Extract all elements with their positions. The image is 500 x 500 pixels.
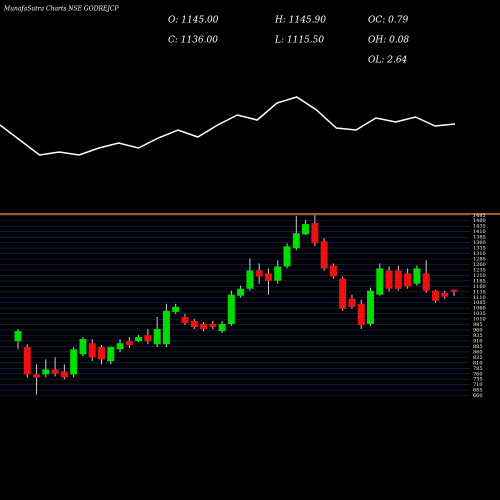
y-tick-label: 1185 <box>473 278 486 284</box>
candle-body <box>14 331 22 342</box>
chart-title: MunafaSutra Charts NSE GODREJCP <box>3 6 119 13</box>
candle-body <box>107 347 115 362</box>
y-tick-label: 1010 <box>473 317 486 323</box>
candle-body <box>51 369 59 374</box>
candle-body <box>172 306 180 312</box>
y-tick-label: 1260 <box>473 262 486 268</box>
y-tick-label: 1160 <box>473 284 486 290</box>
candle-body <box>209 323 217 327</box>
candle-body <box>339 278 347 309</box>
candle-body <box>88 343 96 358</box>
candle-body <box>181 316 189 324</box>
candle-body <box>246 270 254 289</box>
candle-body <box>413 268 421 284</box>
y-tick-label: 1410 <box>473 229 486 235</box>
y-tick-label: 835 <box>473 355 483 361</box>
candle-body <box>97 347 105 360</box>
y-tick-label: 960 <box>473 328 483 334</box>
y-tick-label: 1485 <box>473 213 486 219</box>
y-tick-label: 1310 <box>473 251 486 257</box>
y-tick-label: 810 <box>473 360 483 366</box>
candle-body <box>311 223 319 244</box>
y-tick-label: 1285 <box>473 257 486 263</box>
candle-body <box>450 289 458 292</box>
candle-body <box>302 224 310 235</box>
candle-body <box>153 328 161 345</box>
y-tick-label: 1235 <box>473 267 486 273</box>
candle-body <box>33 374 41 378</box>
y-tick-label: 1385 <box>473 235 486 241</box>
candle-body <box>404 273 412 287</box>
y-tick-label: 1360 <box>473 240 486 246</box>
y-tick-label: 1085 <box>473 300 486 306</box>
y-tick-label: 685 <box>473 388 483 394</box>
candle-body <box>190 320 198 327</box>
candle-body <box>227 294 235 324</box>
y-tick-label: 785 <box>473 366 483 372</box>
y-tick-label: 760 <box>473 371 483 377</box>
y-tick-label: 1060 <box>473 306 486 312</box>
candle-body <box>42 369 50 375</box>
candle-body <box>283 246 291 267</box>
candle-body <box>162 310 170 345</box>
indicator-line <box>0 96 456 156</box>
candle-body <box>329 265 337 277</box>
candle-body <box>422 273 430 291</box>
candle-body <box>116 343 124 350</box>
candle-body <box>255 270 263 277</box>
y-tick-label: 985 <box>473 322 483 328</box>
candle-body <box>264 273 272 281</box>
candle-body <box>320 241 328 269</box>
candle-body <box>60 371 68 378</box>
stat-label: L: 1115.50 <box>274 36 324 46</box>
candle-body <box>135 337 143 342</box>
candle-body <box>292 233 300 249</box>
candle-body <box>144 335 152 342</box>
candle-body <box>23 347 31 375</box>
y-tick-label: 1210 <box>473 273 486 279</box>
candle-body <box>385 270 393 289</box>
y-tick-label: 735 <box>473 377 483 383</box>
stat-label: OL: 2.64 <box>368 56 408 66</box>
y-tick-label: 1035 <box>473 311 486 317</box>
candle-body <box>348 298 356 307</box>
y-tick-label: 935 <box>473 333 483 339</box>
stat-label: OH: 0.08 <box>368 36 409 46</box>
candle-body <box>367 290 375 324</box>
y-tick-label: 860 <box>473 349 483 355</box>
candle-body <box>441 292 449 297</box>
candle-body <box>376 268 384 295</box>
candle-body <box>274 266 282 281</box>
candle-body <box>200 323 208 329</box>
y-tick-label: 885 <box>473 344 483 350</box>
stat-label: OC: 0.79 <box>368 16 408 26</box>
candle-body <box>237 288 245 296</box>
y-tick-label: 1135 <box>473 289 486 295</box>
candle-body <box>431 290 439 301</box>
candle-body <box>394 270 402 289</box>
y-tick-label: 1460 <box>473 218 486 224</box>
candle-body <box>79 339 87 355</box>
y-tick-label: 1435 <box>473 224 486 230</box>
stat-label: H: 1145.90 <box>274 16 326 26</box>
candle-body <box>70 349 78 375</box>
y-tick-label: 660 <box>473 393 483 399</box>
y-tick-label: 910 <box>473 338 483 344</box>
y-tick-label: 710 <box>473 382 483 388</box>
candle-body <box>125 341 133 346</box>
candle-body <box>218 323 226 332</box>
y-tick-label: 1110 <box>473 295 486 301</box>
stat-label: O: 1145.00 <box>168 16 219 26</box>
y-tick-label: 1335 <box>473 246 486 252</box>
stat-label: C: 1136.00 <box>168 36 218 46</box>
candle-body <box>357 303 365 326</box>
